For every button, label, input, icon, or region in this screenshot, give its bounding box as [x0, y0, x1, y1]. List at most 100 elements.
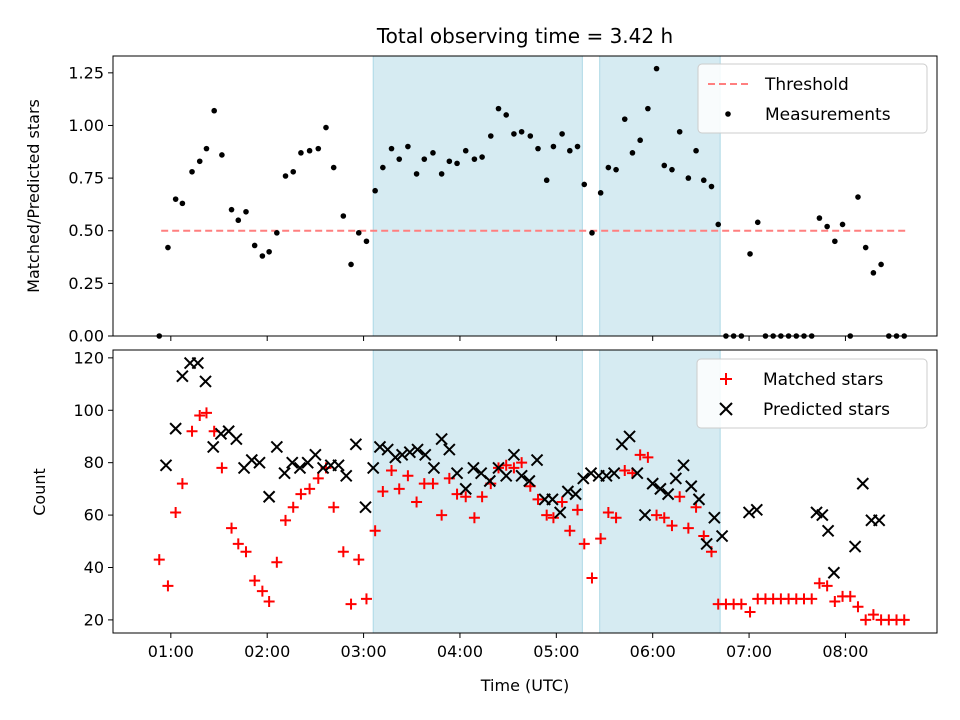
matched-point [226, 522, 238, 534]
predicted-point [332, 459, 345, 472]
measurement-point [363, 238, 370, 245]
matched-point [852, 601, 864, 613]
plot-frame [112, 55, 938, 337]
measurement-point [487, 133, 494, 139]
measurement-point [574, 143, 581, 150]
measurement-point [535, 145, 541, 152]
matched-point [468, 512, 480, 524]
predicted-point [340, 469, 353, 482]
matched-point [682, 522, 694, 534]
matched-point [337, 546, 349, 558]
predicted-point [584, 466, 598, 480]
measurement-point [228, 206, 235, 213]
measurement-point [597, 190, 604, 196]
x-tick-label: 05:00 [533, 642, 579, 661]
predicted-point [553, 506, 567, 519]
matched-point [595, 533, 607, 545]
y-axis-ticks: 0.00 0.25 0.50 0.75 1.00 1.25 [68, 63, 113, 346]
measurement-point [306, 147, 313, 154]
y-tick-label: 100 [73, 401, 104, 420]
x-axis-ticks [170, 336, 846, 341]
predicted-point [692, 493, 706, 506]
predicted-point [450, 466, 464, 480]
measurement-point [621, 116, 628, 122]
matched-point [860, 614, 872, 626]
predicted-point [607, 466, 621, 480]
predicted-point [411, 443, 424, 456]
x-tick-label: 07:00 [726, 642, 772, 661]
measurement-point [251, 242, 258, 249]
measurement-point [637, 137, 643, 144]
measurement-point [471, 156, 478, 162]
predicted-point [483, 474, 497, 488]
measurement-point [855, 194, 861, 200]
matched-point [634, 449, 646, 461]
measurement-point [518, 128, 525, 135]
predicted-point [359, 501, 372, 514]
measurement-point [629, 150, 636, 156]
predicted-point [546, 493, 559, 506]
matched-point [200, 407, 212, 419]
matched-point [369, 525, 381, 537]
measurement-point [355, 230, 362, 236]
matched-point [216, 462, 228, 474]
ratio-panel: 0.00 0.25 0.50 0.75 1.00 1.25 Matched/Predict… [24, 55, 938, 346]
measurement-point [421, 156, 428, 162]
y-tick-label: 0.50 [68, 221, 104, 240]
matched-point [806, 593, 818, 605]
legend-matched-swatch [720, 373, 732, 385]
matched-point [867, 609, 879, 621]
y-tick-label: 0.00 [68, 327, 104, 346]
legend: Threshold Measurements [697, 63, 928, 134]
matched-point [578, 538, 590, 550]
measurement-point [503, 112, 510, 118]
matched-point [651, 509, 663, 521]
matched-point [194, 410, 206, 422]
measurement-point [315, 145, 322, 152]
matched-point [821, 580, 833, 592]
measurement-point [282, 173, 289, 179]
predicted-point [577, 472, 590, 485]
measurement-point [380, 164, 386, 171]
matched-point [674, 491, 686, 503]
predicted-point [700, 537, 713, 551]
measurement-point [839, 221, 846, 228]
measurement-point [462, 147, 469, 154]
predicted-point [349, 438, 363, 451]
measurement-point [816, 215, 823, 221]
predicted-point [403, 445, 417, 459]
legend-measurement-label: Measurements [765, 105, 891, 125]
measurement-point [454, 160, 460, 167]
measurement-point [274, 230, 280, 236]
matched-points [153, 407, 910, 626]
measurement-point [203, 145, 210, 152]
count-panel: 20 40 60 80 100 120 01:00 02:00 03:00 04:00 05:00… [30, 348, 938, 695]
measurement-point [172, 196, 179, 202]
legend-matched-label: Matched stars [763, 370, 883, 390]
predicted-point [507, 448, 521, 462]
measurement-point [405, 143, 411, 150]
plot-frame [112, 349, 938, 634]
matched-point [658, 512, 670, 524]
measurement-point [870, 270, 877, 276]
matched-point [153, 554, 165, 566]
measurement-point [754, 219, 761, 226]
observing-window-span [372, 349, 583, 634]
legend-predicted-label: Predicted stars [763, 400, 890, 420]
predicted-point [286, 456, 299, 469]
predicted-point [459, 482, 472, 496]
predicted-point [159, 459, 173, 472]
predicted-point [262, 490, 276, 503]
measurement-point [589, 230, 595, 236]
predicted-point [569, 487, 582, 501]
measurement-point [693, 147, 699, 154]
predicted-point [443, 443, 456, 456]
measurement-point [179, 200, 186, 207]
predicted-point [821, 524, 835, 538]
matched-point [393, 483, 405, 495]
predicted-points [159, 356, 886, 579]
predicted-point [214, 427, 228, 441]
measurement-point [708, 183, 715, 190]
predicted-point [669, 472, 683, 485]
measurement-point [330, 164, 337, 171]
